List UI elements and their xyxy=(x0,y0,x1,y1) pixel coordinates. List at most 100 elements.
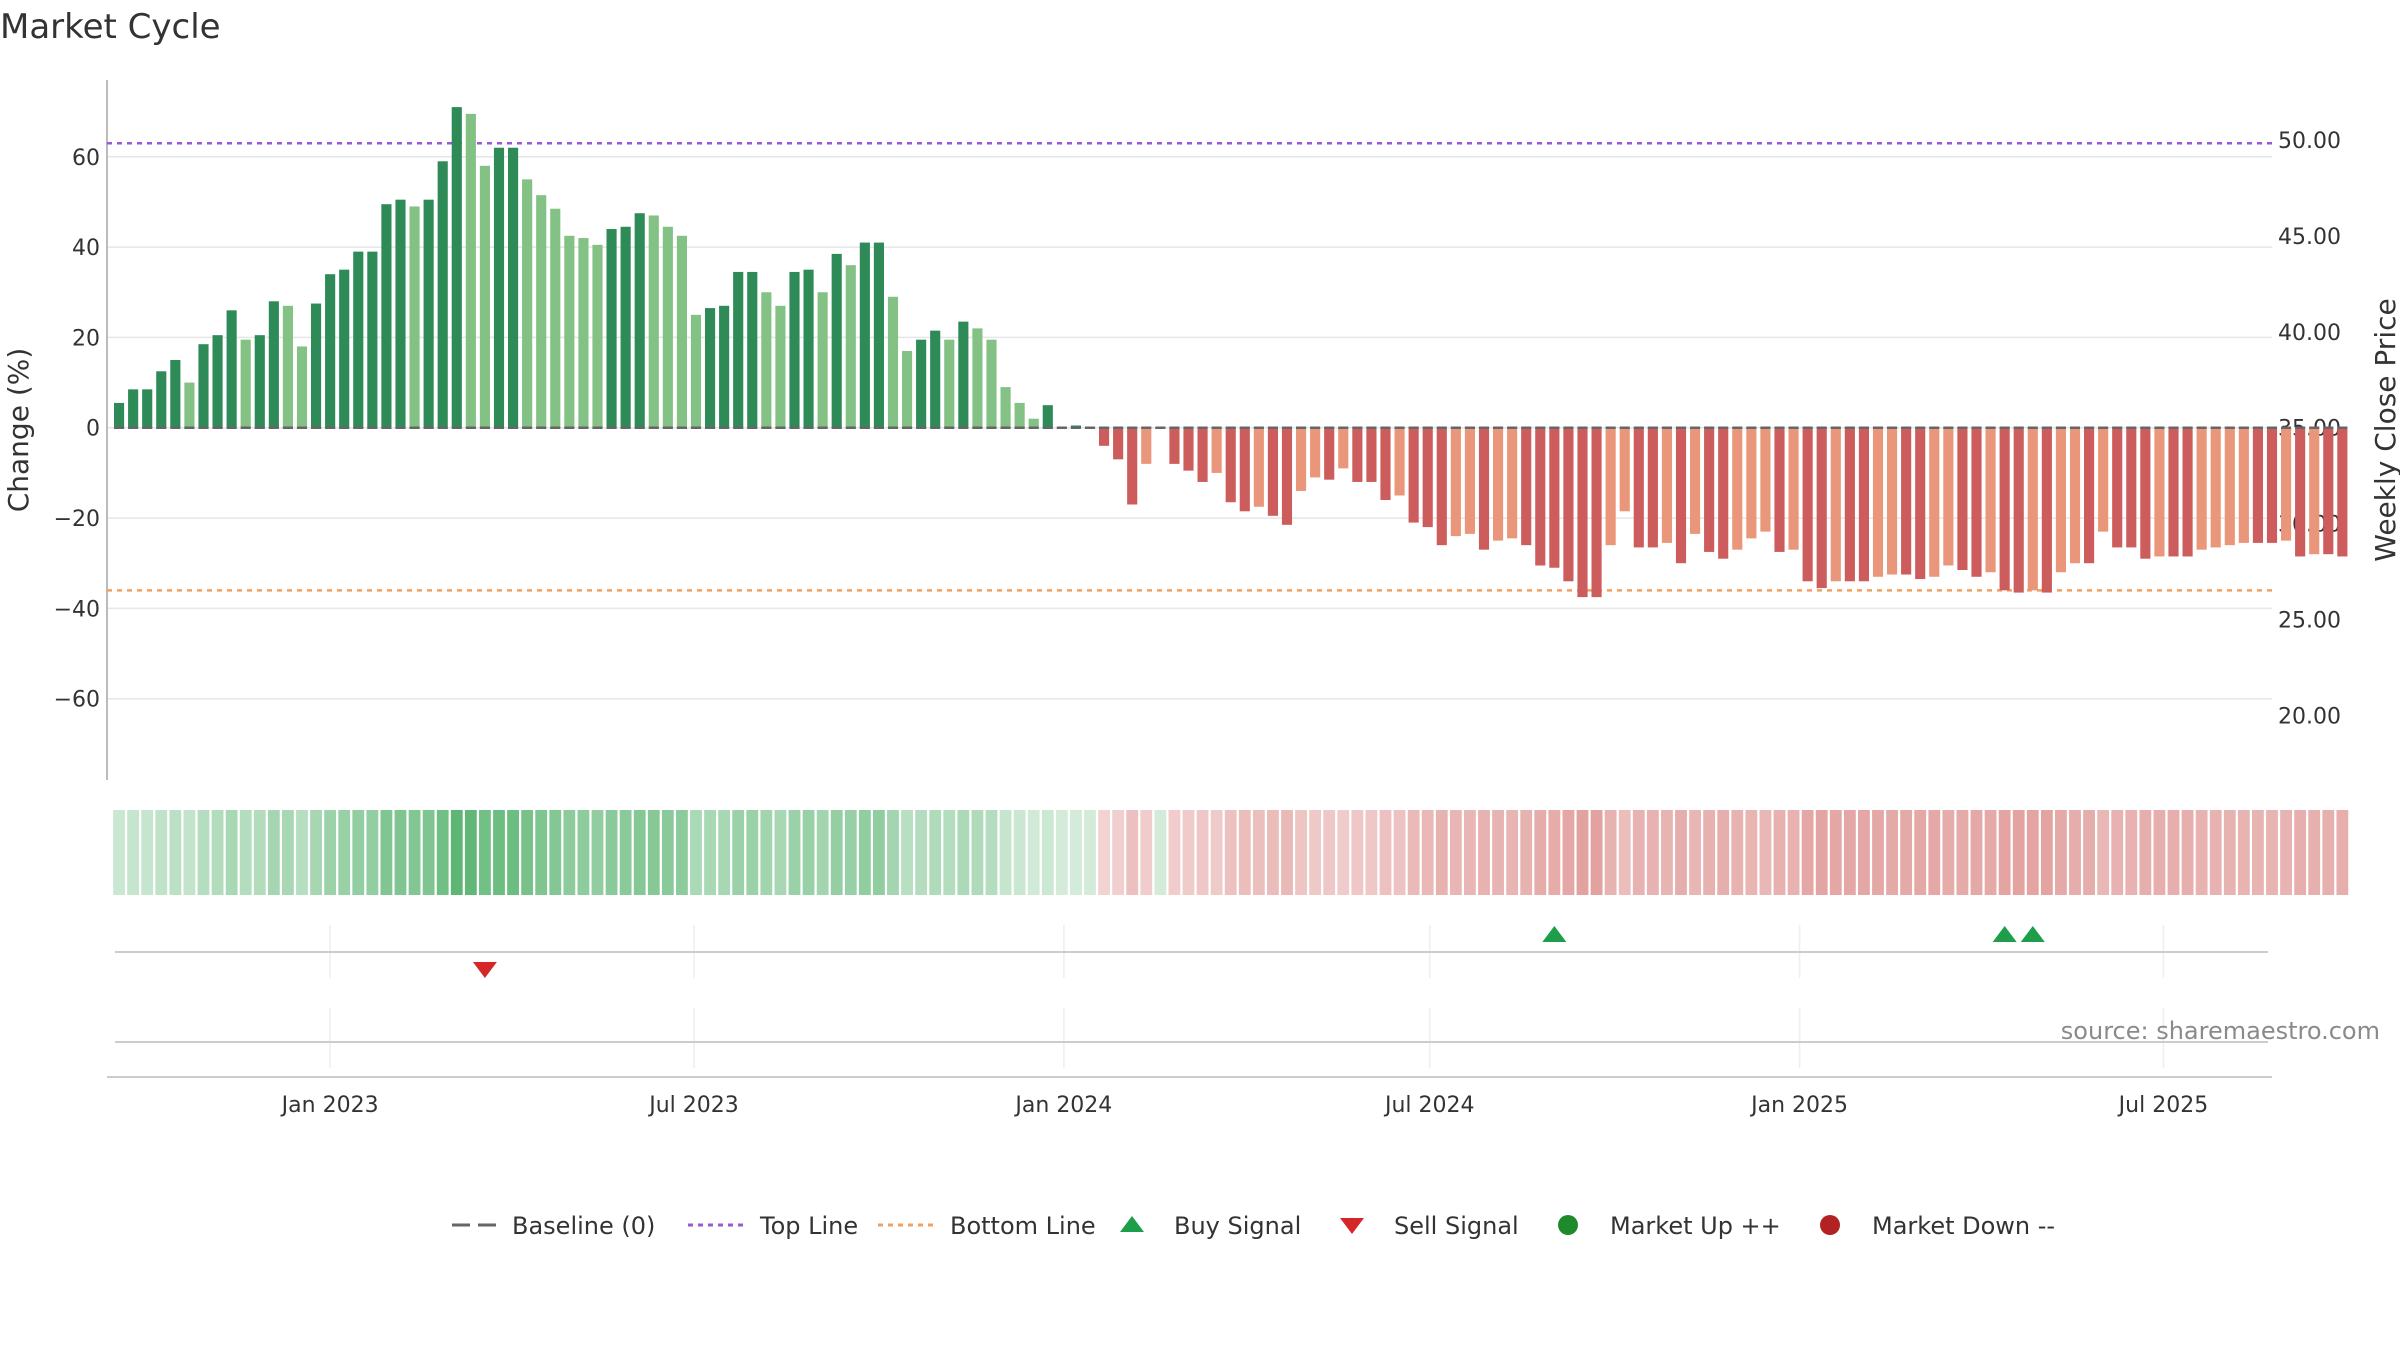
x-tick-label: Jul 2025 xyxy=(2117,1093,2209,1118)
change-bar xyxy=(2013,427,2024,593)
change-bar xyxy=(395,199,406,428)
y2-tick-label: 20.00 xyxy=(2278,704,2341,729)
change-bar xyxy=(212,335,223,428)
y-tick-label: −20 xyxy=(54,507,100,532)
change-bar xyxy=(1999,427,2010,591)
change-bar xyxy=(1464,427,1475,534)
momentum-cell xyxy=(1604,810,1617,895)
momentum-cell xyxy=(127,810,140,895)
change-bar xyxy=(873,242,884,428)
momentum-cell xyxy=(957,810,970,895)
buy-signal-marker xyxy=(1542,926,1567,942)
change-bar xyxy=(944,339,955,428)
change-bar xyxy=(606,229,617,428)
x-tick-label: Jul 2024 xyxy=(1383,1093,1475,1118)
momentum-cell xyxy=(830,810,843,895)
momentum-cell xyxy=(493,810,505,895)
momentum-cell xyxy=(971,810,984,895)
momentum-cell xyxy=(1449,810,1462,895)
change-bar xyxy=(1704,427,1715,552)
momentum-cell xyxy=(1646,810,1659,895)
change-bar xyxy=(1211,427,1222,473)
momentum-cell xyxy=(2139,810,2152,895)
momentum-cell xyxy=(844,810,857,895)
momentum-cell xyxy=(1365,810,1378,895)
change-bar xyxy=(1675,427,1687,564)
momentum-cell xyxy=(2223,810,2236,895)
buy-signal-marker xyxy=(2020,926,2045,942)
momentum-cell xyxy=(2266,810,2278,895)
change-bar xyxy=(1858,427,1869,582)
momentum-cell xyxy=(366,810,379,895)
change-bar xyxy=(634,213,645,428)
change-bar xyxy=(1366,427,1377,482)
change-bar xyxy=(901,350,913,428)
momentum-cell xyxy=(2026,810,2039,895)
y-tick-labels: 60 40 20 0 −20 −40 −60 xyxy=(54,146,100,713)
change-bar xyxy=(1816,427,1827,589)
momentum-cell xyxy=(1492,810,1504,895)
momentum-cell xyxy=(225,810,238,895)
y2-tick-label: 45.00 xyxy=(2278,225,2341,250)
momentum-cell xyxy=(1281,810,1293,895)
momentum-cell xyxy=(1689,810,1701,895)
momentum-cell xyxy=(1252,810,1265,895)
momentum-cell xyxy=(310,810,322,895)
momentum-cell xyxy=(408,810,421,895)
momentum-cell xyxy=(113,810,125,895)
change-bar xyxy=(507,147,519,428)
change-bar xyxy=(1732,427,1743,550)
change-bar xyxy=(2337,427,2348,557)
momentum-cell xyxy=(704,810,716,895)
change-bar xyxy=(2266,427,2278,543)
momentum-cell xyxy=(1084,810,1096,895)
change-bar xyxy=(465,113,476,428)
change-bar xyxy=(451,107,462,428)
change-bar xyxy=(676,235,687,428)
change-bar xyxy=(1310,427,1321,478)
change-bar xyxy=(536,195,547,428)
momentum-cell xyxy=(1900,810,1913,895)
momentum-cell xyxy=(943,810,956,895)
momentum-cell xyxy=(380,810,393,895)
change-bars xyxy=(113,107,2348,598)
momentum-cell xyxy=(633,810,646,895)
change-bar xyxy=(592,244,603,428)
change-bar xyxy=(1915,427,1926,580)
change-bar xyxy=(1169,427,1180,464)
change-bar xyxy=(1324,427,1335,480)
momentum-cell xyxy=(141,810,154,895)
change-bar xyxy=(1661,427,1672,543)
change-bar xyxy=(620,226,631,428)
change-bar xyxy=(2309,427,2320,555)
change-bar xyxy=(1633,427,1644,548)
change-bar xyxy=(1028,418,1039,428)
change-bar xyxy=(226,310,237,428)
change-bar xyxy=(817,292,828,428)
y2-axis-label: Weekly Close Price xyxy=(2369,298,2400,561)
change-bar xyxy=(325,274,336,428)
change-bar xyxy=(1239,427,1250,512)
y-tick-label: −40 xyxy=(54,597,100,622)
chart-title: Market Cycle xyxy=(0,7,221,47)
momentum-cell xyxy=(591,810,604,895)
momentum-cell xyxy=(436,810,449,895)
momentum-cell xyxy=(1041,810,1054,895)
momentum-cell xyxy=(1238,810,1251,895)
change-bar xyxy=(733,271,744,428)
change-bar xyxy=(170,360,181,428)
momentum-cell xyxy=(1379,810,1392,895)
legend-label: Buy Signal xyxy=(1174,1212,1301,1240)
momentum-cell xyxy=(1858,810,1870,895)
momentum-cell xyxy=(239,810,252,895)
momentum-cell xyxy=(296,810,308,895)
momentum-cell xyxy=(422,810,435,895)
momentum-cell xyxy=(1323,810,1336,895)
legend-label: Market Down -- xyxy=(1872,1212,2055,1240)
momentum-cell xyxy=(1773,810,1786,895)
momentum-cell xyxy=(887,810,899,895)
momentum-cell xyxy=(1717,810,1730,895)
change-bar xyxy=(1099,427,1110,446)
momentum-cell xyxy=(1126,810,1139,895)
momentum-cell xyxy=(1731,810,1744,895)
